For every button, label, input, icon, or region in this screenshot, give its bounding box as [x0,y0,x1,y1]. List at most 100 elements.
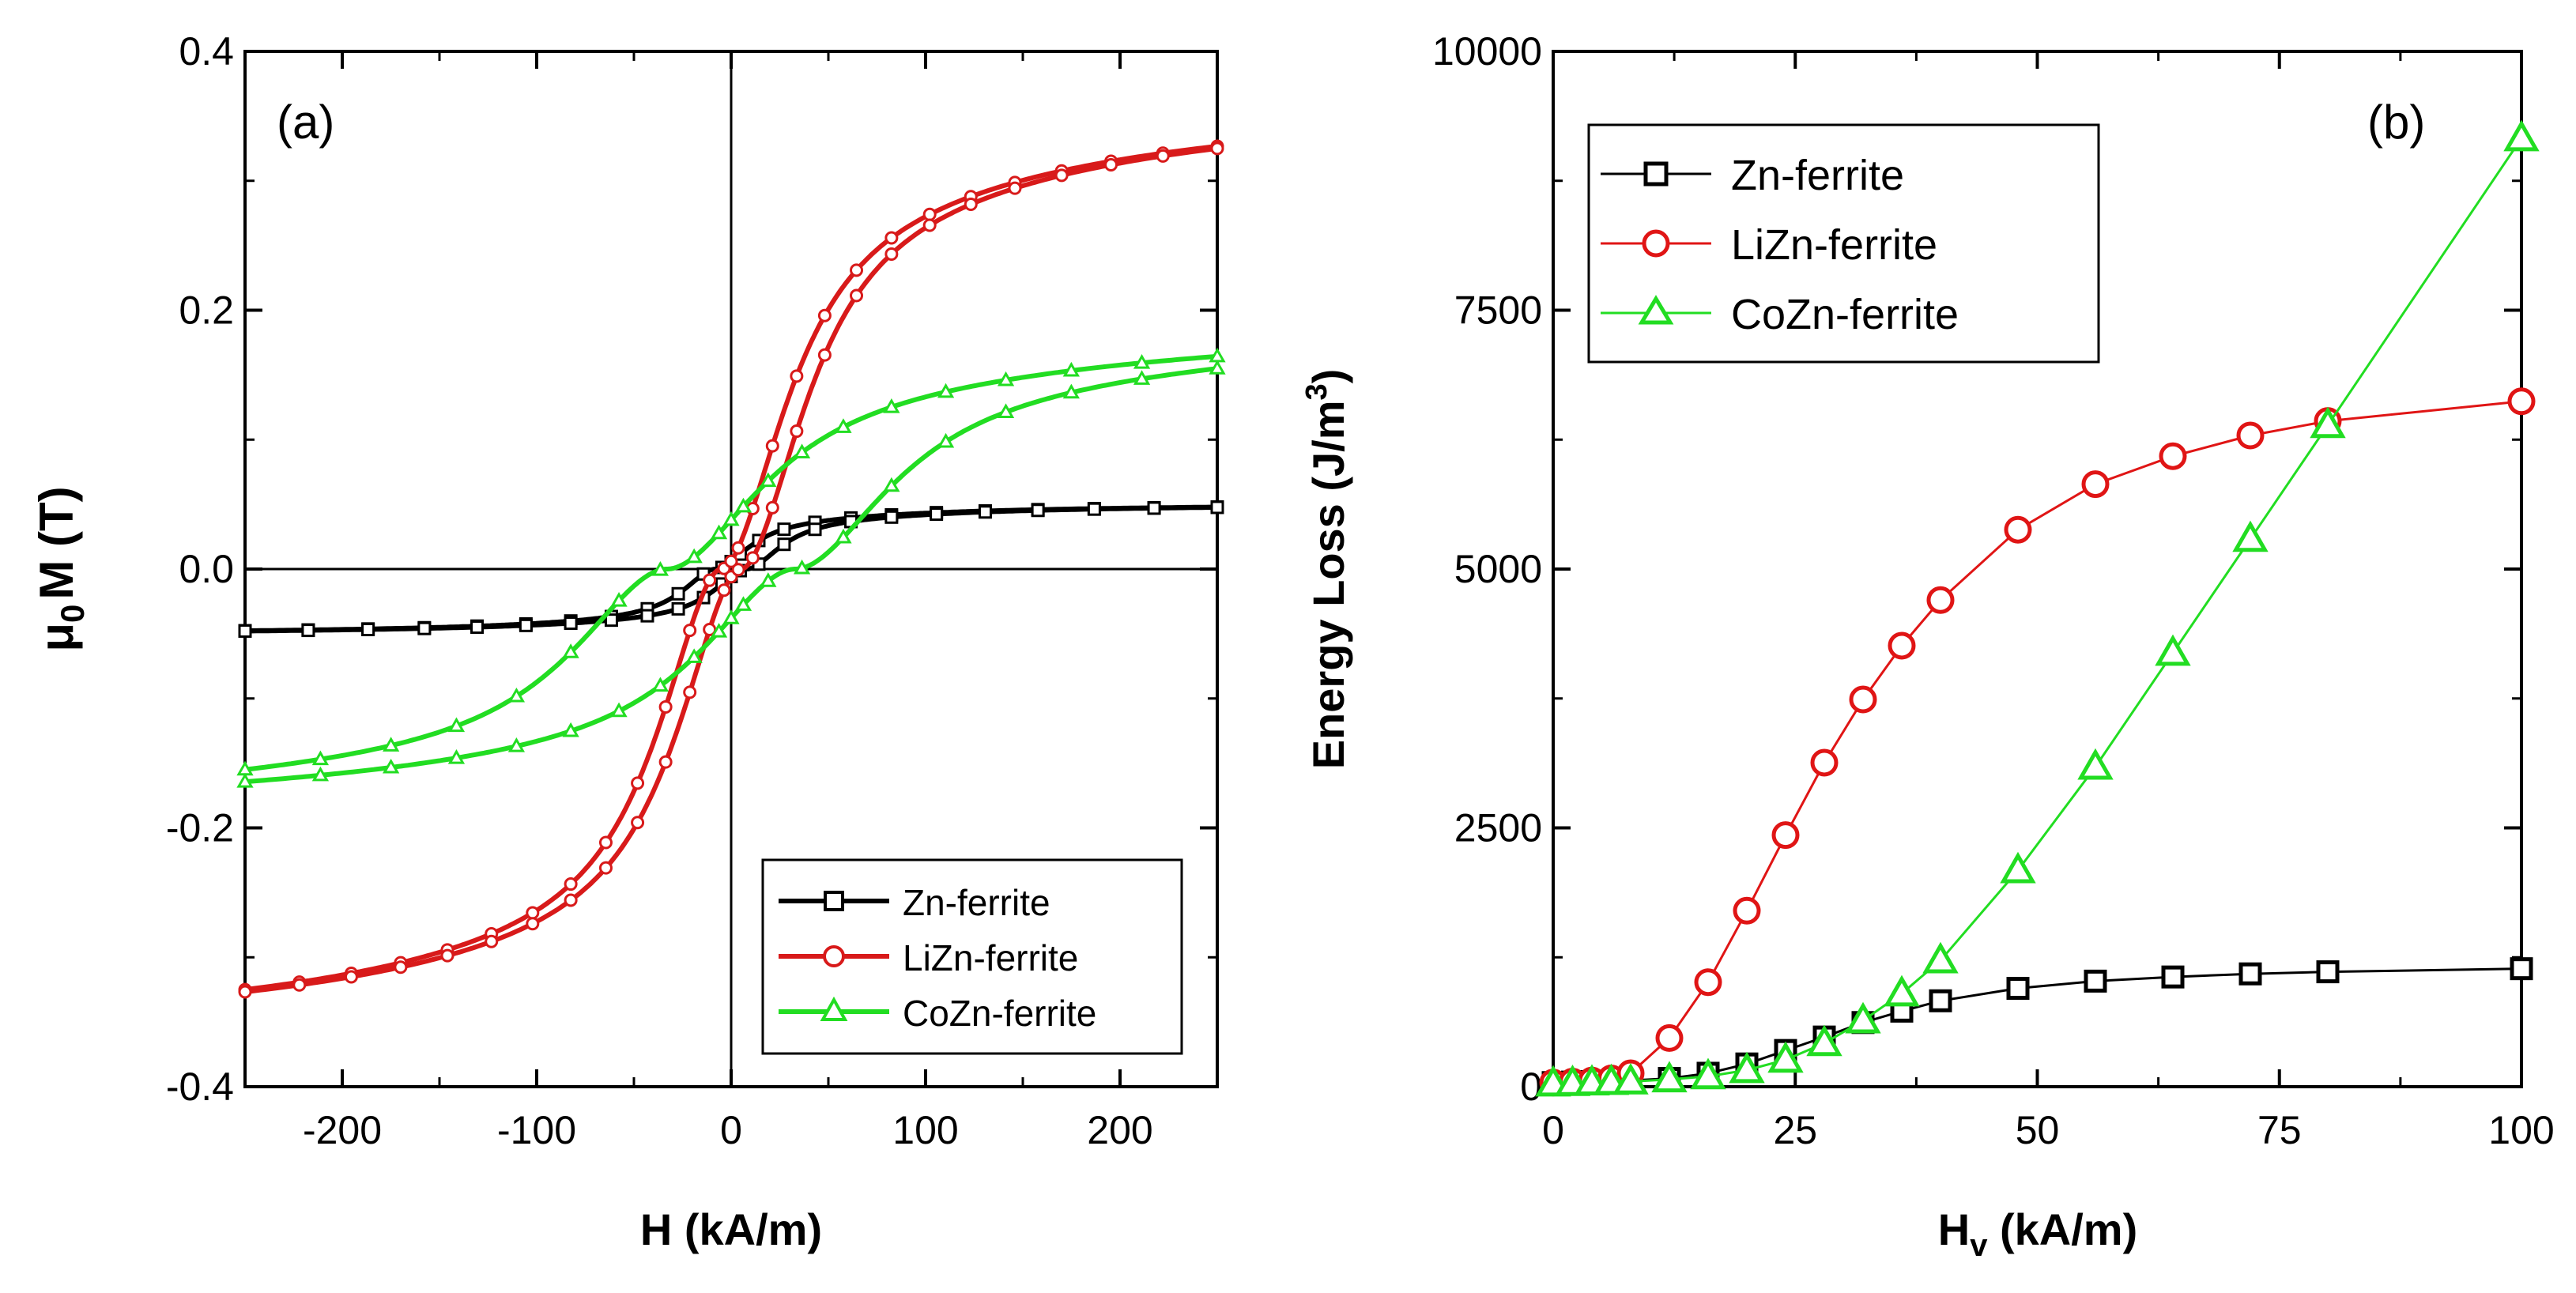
chart-a-point-coznferrite [722,511,740,526]
chart-b-legend-label-lizn: LiZn-ferrite [1731,221,1937,269]
chart-a-point-znferrite [777,537,791,552]
chart-b-point-coznferrite [1806,1024,1842,1057]
chart-a-point-coznferrite [651,677,669,692]
chart-b-point-liznferrite [1888,631,1916,660]
chart-b-x-tick-label: 25 [1773,1108,1817,1152]
chart-a-point-znferrite [671,586,685,601]
chart-b-point-znferrite [2084,969,2107,993]
chart-a-point-znferrite [808,522,822,537]
chart-b-y-axis-label-end: ) [1303,369,1353,384]
chart-a-y-tick-label: -0.2 [166,806,234,850]
chart-b-y-tick-label: 2500 [1454,806,1542,850]
chart-b-legend-marker-lizn [1642,229,1670,258]
chart-a-point-coznferrite [883,398,900,413]
chart-a-point-liznferrite [817,348,832,362]
chart-a-point-coznferrite [1133,354,1151,369]
chart-a-point-liznferrite [1210,141,1224,156]
chart-b-point-liznferrite [1655,1023,1684,1052]
chart-a-point-coznferrite [685,648,703,663]
chart-b-series-group [1535,119,2540,1097]
chart-b-series-coznferrite [1535,119,2540,1097]
chart-b-legend-label-cozn: CoZn-ferrite [1731,291,1959,338]
chart-a-point-coznferrite [883,477,900,492]
chart-a-y-axis-label-main: μ [30,623,83,652]
chart-b-x-tick-label: 100 [2488,1108,2554,1152]
chart-b: 0 25 50 75 100 0 2500 5000 7500 10000 (b) Hv (kA/… [1300,29,2555,1263]
chart-a-point-coznferrite [793,559,811,575]
chart-b-legend-entry-cozn: CoZn-ferrite [1601,291,1959,338]
chart-a-point-znferrite [519,618,533,632]
chart-a-point-liznferrite [731,541,745,555]
chart-a-point-coznferrite [760,472,777,488]
chart-a-point-coznferrite [1062,383,1080,399]
chart-b-y-tick-label: 7500 [1454,288,1542,333]
chart-a-y-axis-label: μ0 M (T) [30,486,91,651]
chart-b-legend: Zn-ferrite LiZn-ferrite CoZn-ferrite [1587,123,2100,364]
chart-a-legend-marker-zn [824,891,844,911]
chart-a-point-liznferrite [850,288,864,303]
chart-a-point-liznferrite [631,776,645,790]
chart-a-point-coznferrite [734,497,752,513]
chart-a-point-liznferrite [658,755,673,769]
chart-a-series-liznferrite [238,139,1224,999]
chart-b-point-coznferrite [2310,406,2346,439]
chart-a-point-znferrite [884,510,899,524]
chart-a-point-znferrite [978,505,992,519]
chart-a-point-coznferrite [997,403,1015,418]
chart-b-x-axis-label: Hv (kA/m) [1938,1204,2138,1263]
chart-a-point-coznferrite [1209,360,1226,375]
chart-b-x-tick-label: 50 [2016,1108,2060,1152]
chart-b-point-coznferrite [1922,941,1959,974]
chart-a-point-coznferrite [447,717,466,733]
chart-b-point-znferrite [2510,957,2533,981]
chart-a-legend-marker-lizn [823,945,845,967]
chart-b-y-tick-label: 10000 [1432,29,1542,74]
chart-a: -200 -100 0 100 200 -0.4 -0.2 0.0 0.2 0.4 (a) H (… [30,29,1226,1254]
chart-b-x-tick-label: 0 [1542,1108,1564,1152]
chart-a-point-liznferrite [526,906,540,920]
chart-a-point-liznferrite [922,207,937,221]
chart-a-y-tick-label: 0.4 [179,29,234,74]
chart-a-point-liznferrite [394,960,408,974]
chart-b-y-axis-label-main: Energy Loss (J/m [1303,400,1353,769]
chart-a-ticks: -200 -100 0 100 200 -0.4 -0.2 0.0 0.2 0.4 [166,29,1217,1152]
chart-b-ticks: 0 25 50 75 100 0 2500 5000 7500 10000 [1432,29,2555,1152]
chart-a-point-liznferrite [850,263,864,277]
chart-b-point-coznferrite [2155,634,2191,666]
chart-a-point-coznferrite [722,609,740,624]
chart-a-y-tick-label: 0.0 [179,547,234,591]
chart-a-point-liznferrite [1054,168,1069,183]
chart-b-point-coznferrite [2232,520,2269,552]
chart-b-legend-entry-zn: Zn-ferrite [1601,152,1904,199]
chart-b-point-liznferrite [1733,896,1761,925]
chart-a-legend-label-lizn: LiZn-ferrite [903,937,1078,978]
chart-a-point-coznferrite [937,432,955,448]
chart-a-point-coznferrite [562,643,579,658]
chart-a-point-znferrite [1210,500,1224,515]
chart-b-panel-label: (b) [2367,96,2425,149]
chart-a-x-tick-label: 0 [720,1108,742,1152]
chart-a-legend-marker-cozn [820,996,848,1021]
chart-a-point-coznferrite [685,548,703,564]
chart-a-point-liznferrite [631,816,645,830]
chart-a-point-liznferrite [292,978,307,992]
chart-a-point-coznferrite [710,623,728,638]
chart-b-point-coznferrite [1651,1061,1688,1093]
chart-b-point-coznferrite [1729,1051,1765,1084]
chart-b-point-liznferrite [2081,470,2110,499]
chart-a-point-coznferrite [236,760,254,776]
chart-b-point-liznferrite [2004,515,2032,544]
chart-a-point-znferrite [604,613,618,628]
chart-b-point-liznferrite [1810,748,1839,777]
chart-a-y-axis-label-sub: 0 [54,605,91,623]
chart-b-point-liznferrite [2236,421,2265,450]
chart-a-series-coznferrite [236,347,1226,788]
chart-b-y-axis-label: Energy Loss (J/m3) [1300,369,1353,770]
chart-b-x-axis-label-sub: v [1970,1228,1988,1263]
chart-a-point-znferrite [1147,501,1161,515]
chart-a-point-coznferrite [610,702,628,718]
chart-a-x-axis-label: H (kA/m) [640,1204,822,1254]
chart-a-point-znferrite [301,624,315,638]
chart-a-point-liznferrite [564,893,578,907]
chart-a-point-coznferrite [562,722,579,737]
